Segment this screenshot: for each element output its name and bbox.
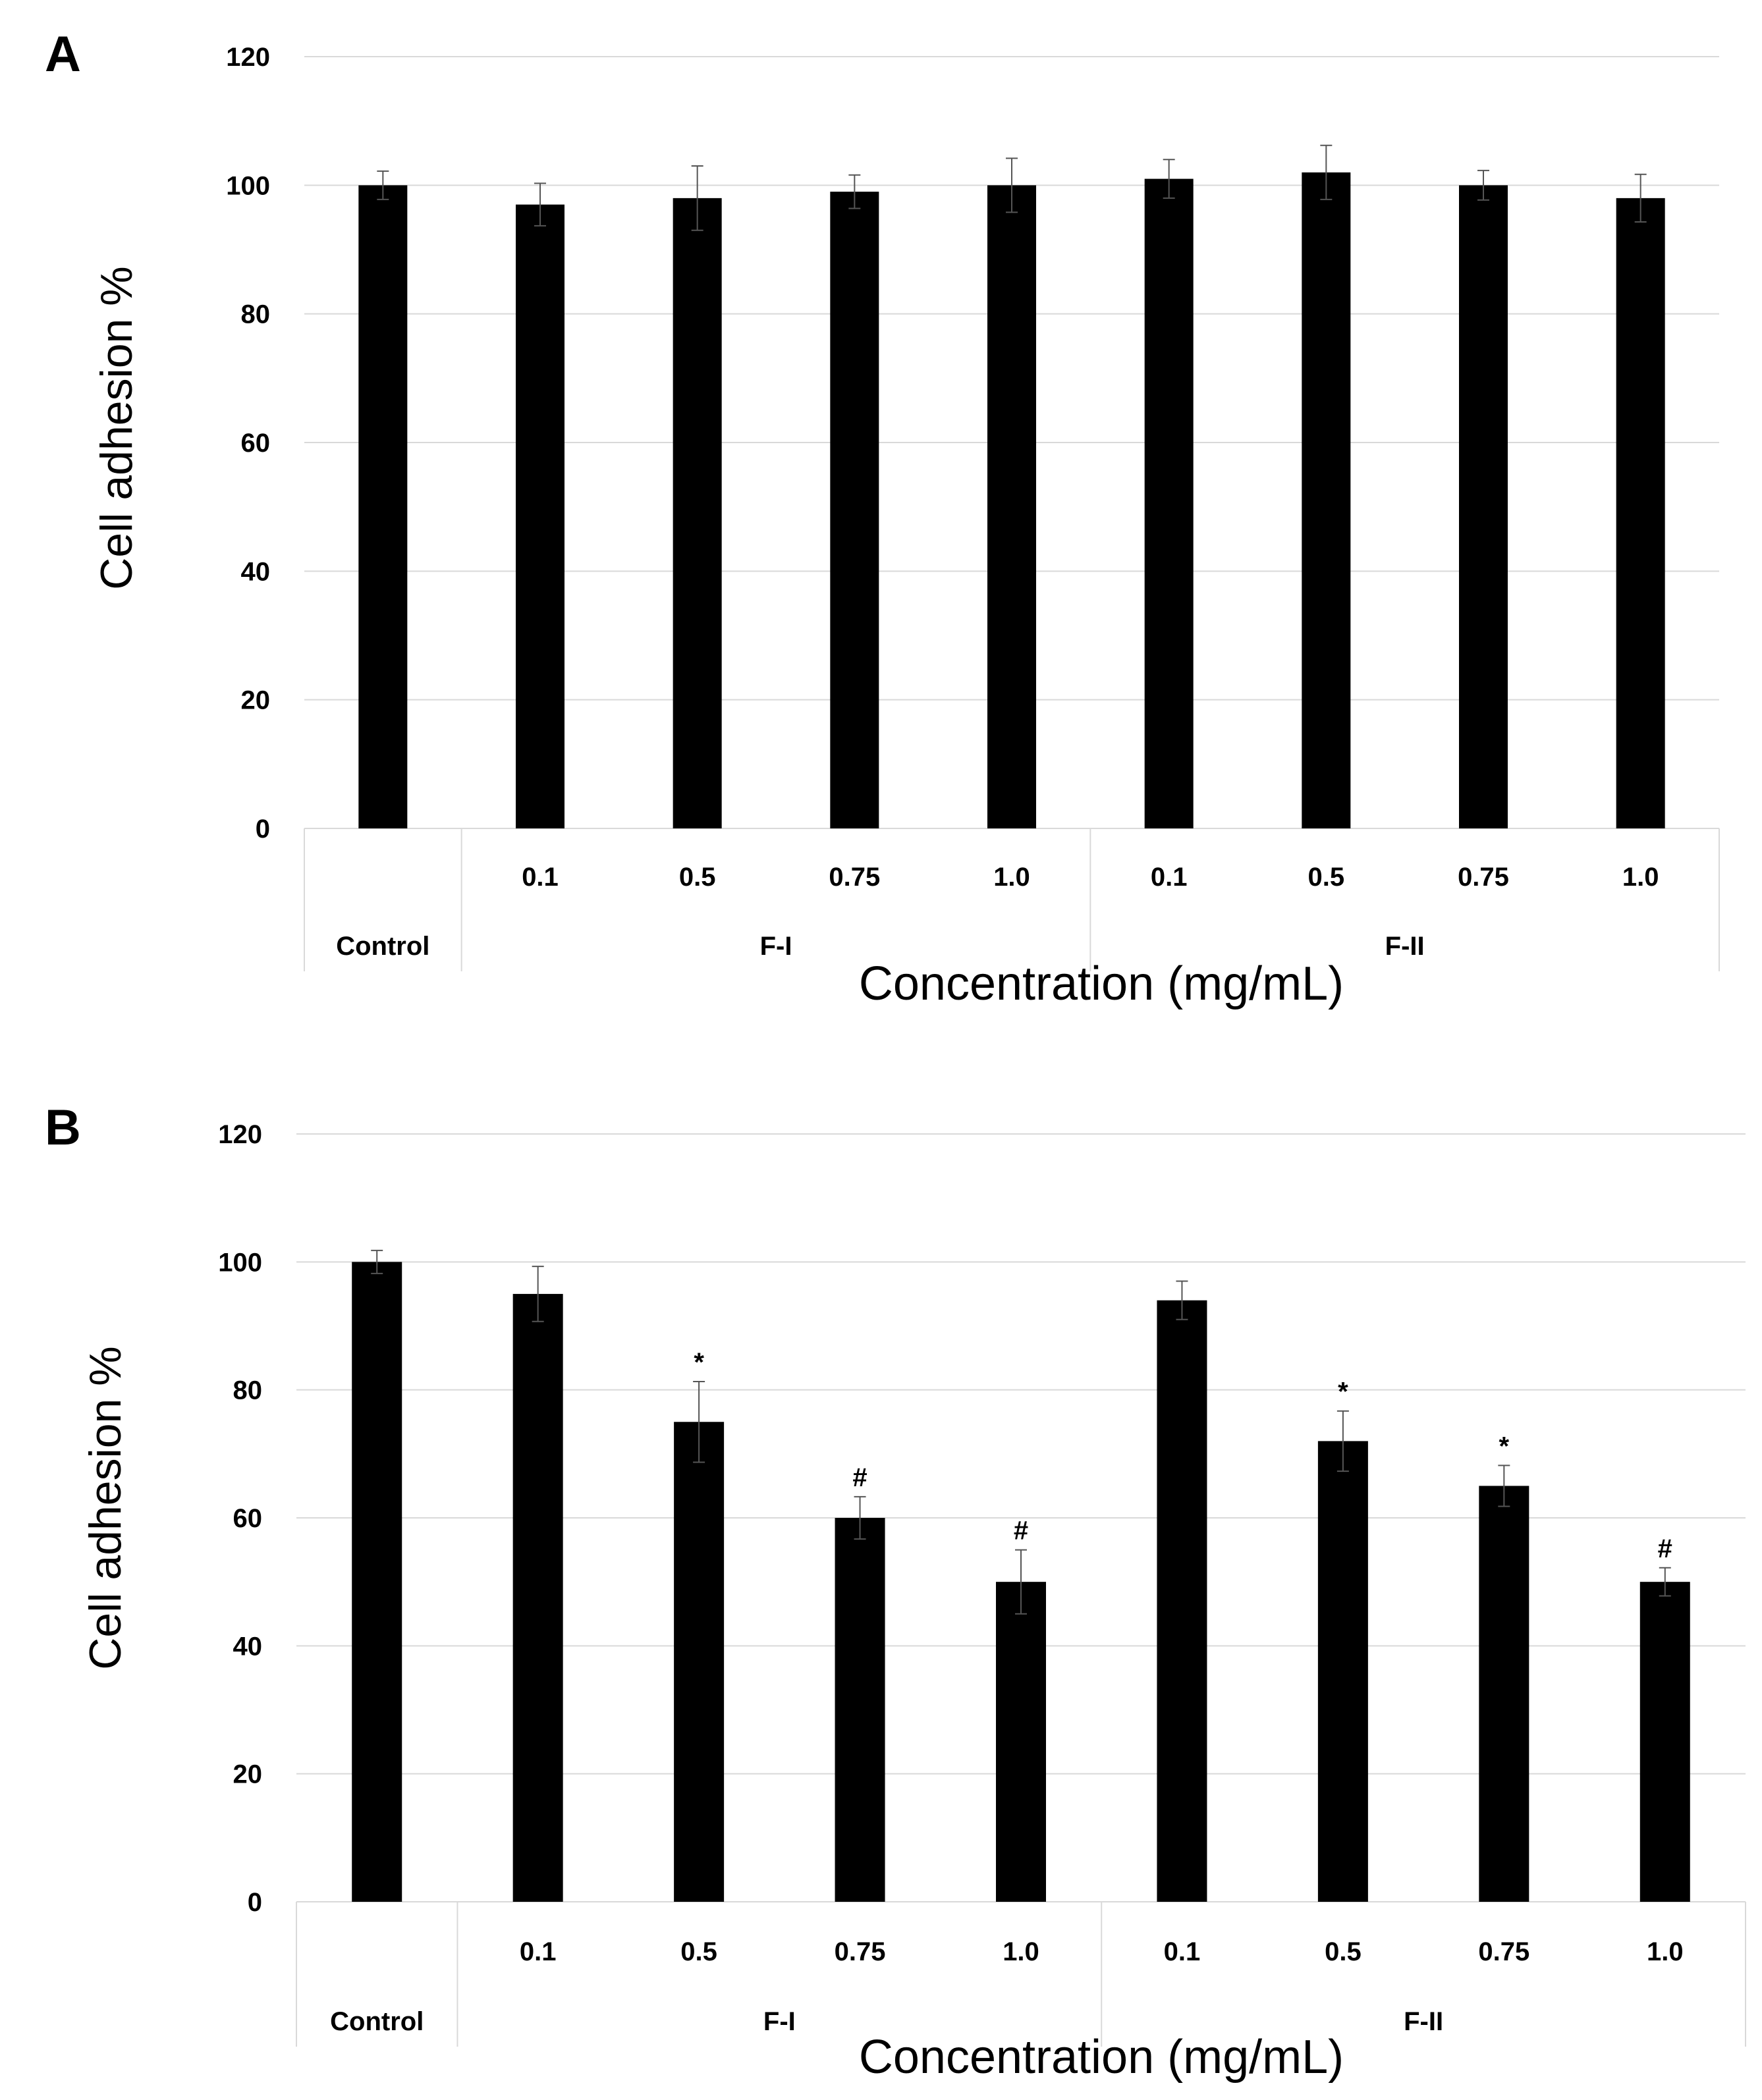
panel-b-x-tick-label: 0.1 [1164, 1937, 1201, 1966]
panel-b-label: B [45, 1100, 81, 1156]
panel-b-x-axis-title: Concentration (mg/mL) [859, 2031, 1344, 2084]
panel-a-x-tick-label: 0.75 [829, 863, 880, 892]
panel-a-group-label: F-I [760, 932, 792, 961]
panel-a-y-tick-label: 0 [256, 815, 270, 844]
panel-b-bar [835, 1518, 885, 1902]
panel-b-significance-marker: * [1338, 1378, 1348, 1407]
panel-a-y-axis-title: Cell adhesion % [92, 266, 142, 589]
panel-a-bar [516, 204, 564, 829]
panel-b-x-tick-label: 0.5 [1325, 1937, 1362, 1966]
panel-a-label: A [45, 26, 81, 82]
panel-b-y-tick-label: 40 [233, 1632, 263, 1661]
panel-a-y-tick-label: 20 [241, 686, 271, 715]
panel-b-significance-marker: # [1014, 1517, 1028, 1546]
panel-b-x-tick-label: 0.1 [520, 1937, 557, 1966]
panel-b-bar [674, 1422, 725, 1902]
panel-b-x-tick-label: 1.0 [1647, 1937, 1684, 1966]
panel-b-bar [352, 1262, 402, 1902]
panel-a-bar [1144, 178, 1194, 829]
panel-b-y-tick-label: 100 [218, 1248, 262, 1277]
panel-a-x-tick-label: 1.0 [993, 863, 1030, 892]
panel-a-bar [1459, 185, 1508, 828]
panel-a-x-tick-label: 0.75 [1458, 863, 1509, 892]
panel-b-bar [1317, 1441, 1368, 1902]
panel-a-x-tick-label: 1.0 [1622, 863, 1659, 892]
panel-a-y-tick-label: 120 [226, 43, 270, 72]
panel-b-significance-marker: * [1499, 1432, 1510, 1461]
panel-a-y-tick-label: 40 [241, 557, 271, 586]
panel-b-y-tick-label: 120 [218, 1120, 262, 1149]
panel-b-x-tick-label: 0.75 [1478, 1937, 1529, 1966]
panel-b-y-tick-label: 60 [233, 1504, 263, 1533]
panel-b-y-tick-label: 0 [248, 1888, 262, 1917]
panel-b-bar [996, 1582, 1046, 1902]
panel-a-bar [1302, 172, 1351, 828]
panel-b-y-tick-label: 20 [233, 1760, 263, 1789]
panel-b-group-label: F-II [1404, 2007, 1443, 2036]
panel-a-y-tick-label: 100 [226, 171, 270, 200]
panel-b-bar [1157, 1300, 1207, 1902]
panel-b-x-tick-label: 0.75 [835, 1937, 886, 1966]
panel-a-x-tick-label: 0.5 [679, 863, 716, 892]
panel-a-bar [830, 192, 879, 829]
panel-b-bar [1639, 1582, 1690, 1902]
panel-a-bar [673, 198, 722, 828]
panel-b-significance-marker: # [852, 1463, 867, 1492]
panel-b-group-label: Control [330, 2007, 424, 2036]
panel-a-x-tick-label: 0.1 [522, 863, 559, 892]
panel-b-significance-marker: # [1658, 1534, 1672, 1563]
panel-b-group-label: F-I [763, 2007, 796, 2036]
panel-b-x-tick-label: 1.0 [1003, 1937, 1039, 1966]
panel-a-group-label: Control [336, 932, 429, 961]
panel-b-bar [1479, 1486, 1529, 1902]
panel-a-y-tick-label: 60 [241, 429, 271, 458]
panel-b-x-tick-label: 0.5 [680, 1937, 717, 1966]
panel-a-x-tick-label: 0.5 [1308, 863, 1345, 892]
panel-b-bar [512, 1293, 563, 1902]
panel-b-y-tick-label: 80 [233, 1376, 263, 1405]
panel-a-x-tick-label: 0.1 [1151, 863, 1188, 892]
panel-a-group-label: F-II [1385, 932, 1425, 961]
panel-a-x-axis-title: Concentration (mg/mL) [859, 957, 1344, 1010]
panel-b-significance-marker: * [694, 1348, 704, 1377]
panel-a-bar [1616, 198, 1665, 828]
panel-b-y-axis-title: Cell adhesion % [80, 1346, 130, 1669]
panel-a-bar [358, 185, 408, 828]
panel-a-bar [987, 185, 1036, 828]
panel-a-y-tick-label: 80 [241, 300, 271, 329]
